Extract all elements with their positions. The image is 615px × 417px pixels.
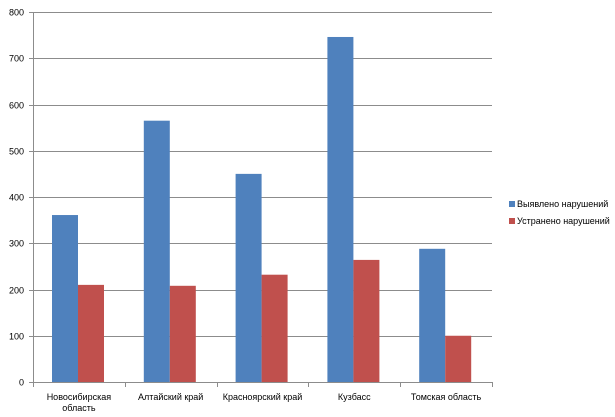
y-tick-label: 0 bbox=[19, 378, 24, 388]
x-tick-label: Новосибирская область bbox=[47, 392, 112, 412]
x-tick-label-line: Томская область bbox=[411, 392, 482, 402]
y-tick-label: 800 bbox=[9, 8, 24, 18]
legend-swatch bbox=[509, 201, 515, 207]
x-tick-label-line: Новосибирская bbox=[47, 392, 112, 402]
legend-swatch bbox=[509, 218, 515, 224]
axes bbox=[33, 12, 493, 387]
y-tick-label: 200 bbox=[9, 286, 24, 296]
legend-label: Устранено нарушений bbox=[517, 216, 610, 226]
x-axis-tick-labels: Новосибирская область Алтайский край Красно… bbox=[47, 392, 482, 413]
y-tick-label: 700 bbox=[9, 54, 24, 64]
bar bbox=[353, 259, 380, 382]
legend-label: Выявлено нарушений bbox=[517, 199, 608, 209]
x-tick-label-line: Красноярский край bbox=[223, 392, 303, 402]
y-axis-tick-labels: 0 100 200 300 400 500 600 700 800 bbox=[9, 8, 33, 388]
bar bbox=[52, 215, 78, 382]
bar bbox=[78, 284, 104, 382]
x-tick-label: Кузбасс bbox=[338, 392, 371, 402]
bar bbox=[419, 248, 446, 382]
x-tick-label: Алтайский край bbox=[138, 392, 203, 402]
x-tick-label-line: Кузбасс bbox=[338, 392, 371, 402]
y-tick-label: 400 bbox=[9, 193, 24, 203]
x-tick-label: Красноярский край bbox=[223, 392, 303, 402]
x-tick-label-line: Алтайский край bbox=[138, 392, 203, 402]
y-tick-label: 600 bbox=[9, 101, 24, 111]
bar bbox=[143, 120, 170, 382]
bar bbox=[445, 335, 472, 382]
y-tick-label: 300 bbox=[9, 239, 24, 249]
bar bbox=[235, 173, 262, 382]
bar bbox=[327, 36, 354, 382]
bar bbox=[261, 274, 288, 382]
bars bbox=[52, 36, 472, 382]
y-tick-label: 500 bbox=[9, 147, 24, 157]
bar bbox=[169, 285, 196, 382]
x-tick-label: Томская область bbox=[411, 392, 482, 402]
x-tick-label-line: область bbox=[62, 403, 96, 412]
gridlines bbox=[33, 12, 492, 337]
legend: Выявлено нарушений Устранено нарушений bbox=[509, 199, 610, 226]
y-tick-label: 100 bbox=[9, 332, 24, 342]
